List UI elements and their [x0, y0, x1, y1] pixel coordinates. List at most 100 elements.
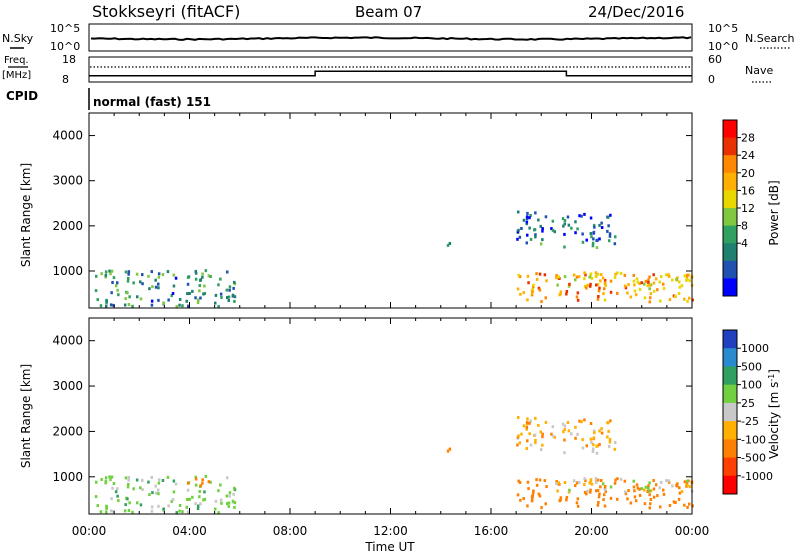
echo-cell	[678, 491, 682, 495]
echo-cell	[580, 214, 583, 218]
echo-cell	[227, 295, 231, 299]
station-title: Stokkseyri (fitACF)	[92, 2, 240, 21]
colorbar-segment	[723, 457, 737, 477]
echo-cell	[517, 228, 520, 232]
echo-cell	[596, 488, 600, 492]
echo-cell	[157, 272, 161, 276]
freq-tick-right-top: 60	[708, 53, 722, 66]
echo-cell	[526, 504, 529, 508]
echo-cell	[649, 502, 652, 506]
echo-cell	[613, 242, 617, 246]
echo-cell	[233, 505, 236, 509]
echo-cell	[217, 489, 220, 493]
colorbar-segment	[723, 225, 737, 244]
colorbar-tick-label: 12	[741, 202, 755, 215]
echo-cell	[626, 497, 629, 501]
echo-cell	[613, 481, 617, 485]
echo-cell	[528, 421, 531, 425]
echo-cell	[584, 479, 587, 483]
echo-cell	[636, 280, 640, 284]
echo-cell	[580, 420, 583, 424]
echo-cell	[226, 502, 229, 505]
echo-cell	[110, 497, 113, 501]
echo-cell	[648, 287, 651, 291]
echo-cell	[600, 427, 603, 431]
echo-cell	[225, 494, 229, 498]
colorbar-segment	[723, 475, 737, 495]
echo-cell	[600, 431, 604, 435]
echo-cell	[632, 273, 635, 277]
echo-cell	[96, 298, 99, 302]
echo-cell	[228, 494, 231, 498]
echo-cell	[219, 292, 223, 296]
echo-cell	[553, 230, 556, 234]
echo-cell	[175, 511, 178, 515]
echo-cell	[99, 510, 103, 514]
echo-cell	[633, 489, 636, 493]
echo-cell	[652, 289, 656, 293]
echo-cell	[599, 279, 602, 283]
echo-cell	[532, 489, 535, 493]
echo-cell	[616, 497, 619, 501]
echo-cell	[578, 419, 581, 423]
echo-cell	[531, 493, 535, 497]
echo-cell	[559, 290, 563, 294]
velocity-colorbar: 1000 500 100 25 -25 -100 -500 -1000	[722, 329, 773, 495]
echo-cell	[592, 223, 596, 227]
echo-cell	[201, 478, 204, 482]
echo-cell	[601, 482, 605, 486]
colorbar-tick-label: 28	[741, 132, 755, 145]
echo-cell	[649, 292, 653, 296]
echo-cell	[139, 503, 143, 507]
echo-cell	[166, 475, 170, 479]
colorbar-tick-label: 20	[741, 167, 755, 180]
echo-cell	[161, 479, 165, 482]
echo-cell	[150, 270, 153, 274]
echo-cell	[203, 497, 207, 501]
echo-cell	[219, 277, 222, 281]
echo-cell	[555, 480, 558, 483]
echo-cell	[139, 280, 142, 284]
echo-cell	[187, 304, 190, 308]
echo-cell	[575, 295, 579, 299]
echo-cell	[680, 490, 684, 494]
echo-cell	[586, 489, 589, 493]
beam-title: Beam 07	[355, 3, 422, 21]
echo-cell	[559, 496, 563, 500]
echo-cell	[126, 279, 130, 283]
echo-cell	[127, 270, 131, 274]
echo-cell	[577, 481, 581, 484]
noise-tick-right-top: 10^5	[708, 22, 738, 35]
power-colorbar: 28 24 20 16 12 8 4	[722, 119, 755, 297]
echo-cell	[555, 276, 558, 280]
noise-tick-right-bottom: 10^0	[708, 40, 738, 53]
echo-cell	[667, 275, 671, 278]
echo-cell	[551, 219, 555, 223]
echo-cell	[596, 283, 600, 286]
echo-cell	[543, 479, 547, 483]
colorbar-frame	[722, 329, 738, 495]
echo-cell	[108, 269, 111, 273]
echo-cell	[171, 292, 175, 295]
echo-cell	[598, 223, 601, 227]
x-tick-label: 16:00	[474, 524, 509, 538]
echo-cell	[228, 491, 232, 495]
echo-cell	[565, 498, 568, 502]
echo-cell	[112, 276, 116, 280]
echo-cell	[520, 432, 523, 436]
colorbar-segment	[723, 330, 737, 349]
echo-cell	[608, 444, 611, 448]
echo-cell	[591, 244, 595, 248]
echo-cell	[604, 284, 607, 288]
freq-tick-left-bottom: 8	[62, 73, 69, 86]
echo-cell	[583, 271, 586, 275]
echo-cell	[525, 426, 529, 429]
echo-cell	[675, 277, 678, 281]
echo-cell	[162, 301, 165, 305]
echo-cell	[109, 303, 113, 307]
echo-cell	[632, 479, 635, 483]
colorbar-segment	[723, 155, 737, 174]
echo-cell	[603, 287, 606, 291]
echo-cell	[522, 218, 526, 222]
echo-cell	[525, 241, 528, 245]
